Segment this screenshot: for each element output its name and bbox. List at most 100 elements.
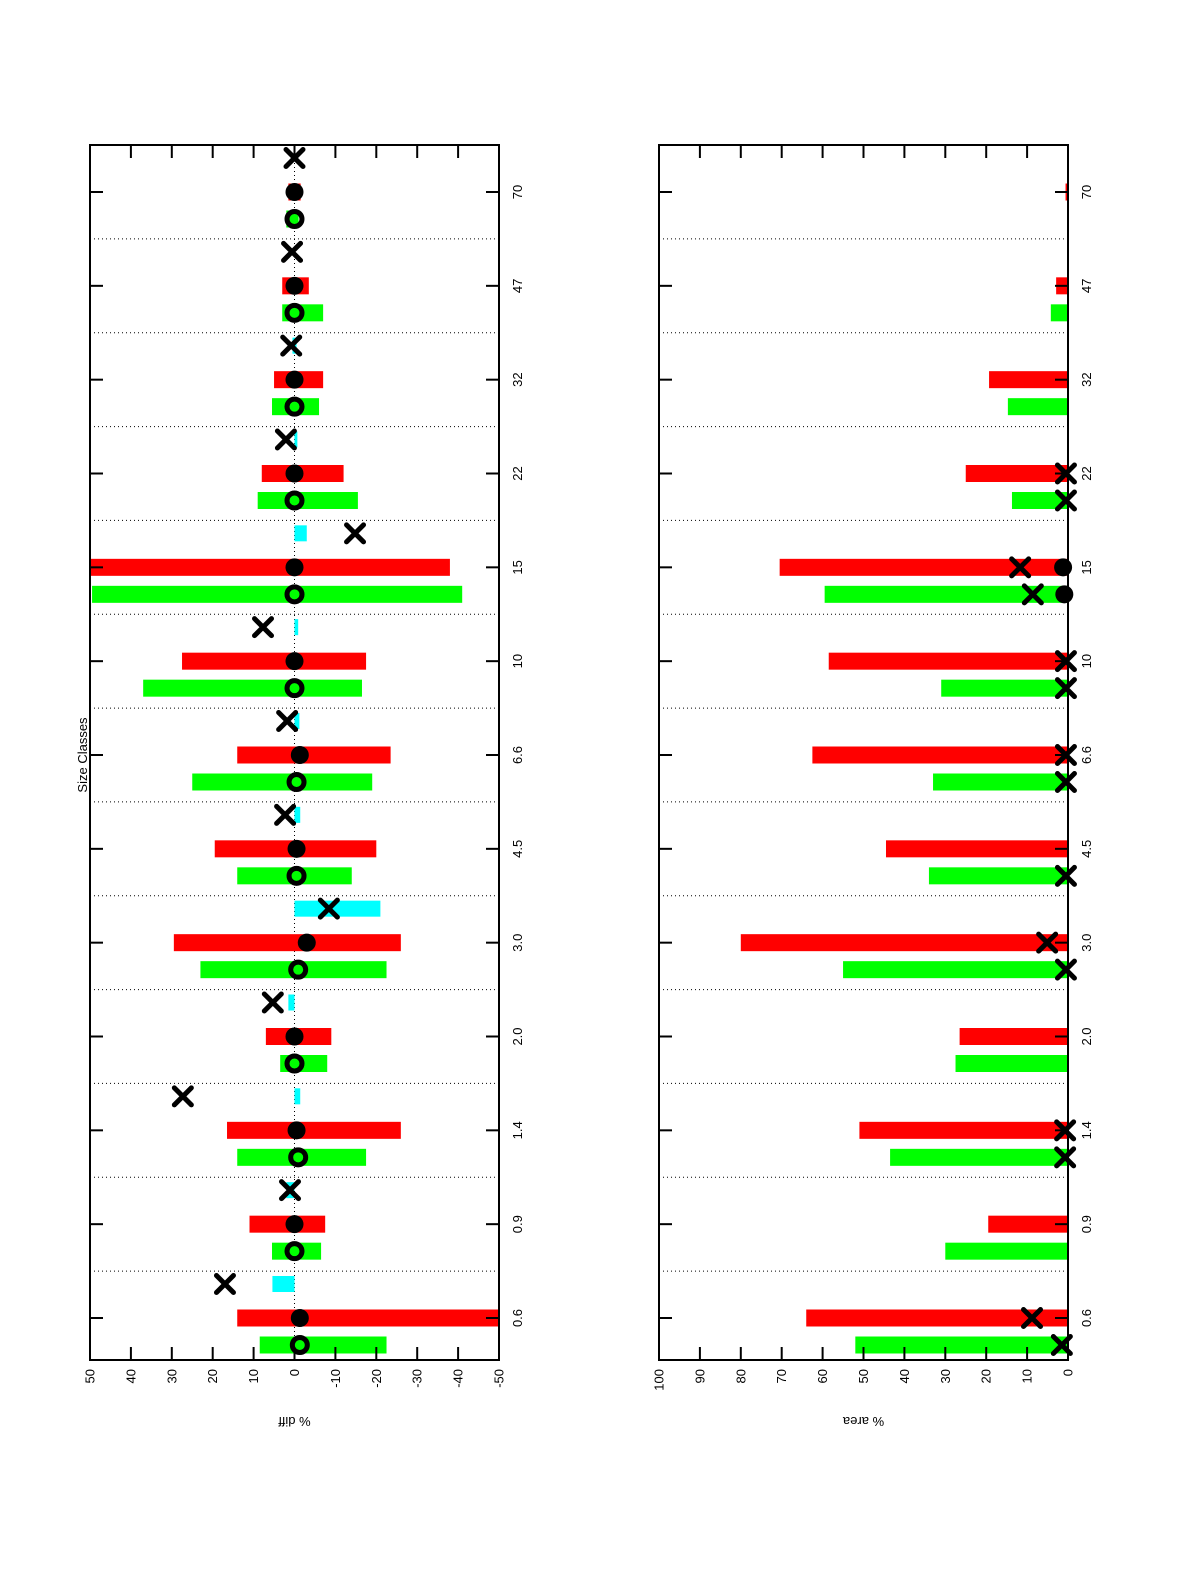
y-tick-label: 20 [979,1369,994,1383]
x-marker-icon [1054,864,1077,887]
x-marker-icon [274,803,297,826]
red-bar [859,1121,1068,1139]
red-bar [779,558,1069,576]
y-tick-label: 0 [1061,1369,1076,1376]
cyan-range-bar [288,994,295,1011]
red-bar [828,652,1068,670]
red-bar [965,465,1068,483]
y-tick-label: 10 [1020,1369,1035,1383]
open-circle-marker-icon [284,490,305,511]
filled-circle-marker-icon [287,839,306,858]
x-tick-label: 0.6 [1079,1309,1094,1327]
red-range-bar [237,746,391,764]
x-marker-icon [1054,958,1077,981]
green-range-bar [200,961,387,979]
x-marker-icon [283,147,306,170]
cyan-range-bar [294,900,381,917]
filled-circle-marker-icon [285,1215,304,1234]
x-tick-label: 10 [1079,654,1094,668]
green-bar [1011,492,1068,510]
open-circle-marker-icon [288,1147,309,1168]
open-circle-marker-icon [286,865,307,886]
red-bar [806,1309,1068,1327]
x-marker-icon [252,616,275,639]
x-marker-icon [276,710,299,733]
green-range-bar [257,492,358,510]
cyan-range-bar [294,806,301,823]
green-range-bar [237,867,352,885]
x-marker-icon [280,334,303,357]
x-tick-label: 70 [510,185,525,199]
x-tick-label: 1.4 [510,1121,525,1139]
red-bar [812,746,1068,764]
x-tick-label: 4.5 [510,840,525,858]
green-bar [824,585,1069,603]
green-bar [933,773,1069,791]
cyan-range-bar [294,431,298,448]
filled-circle-marker-icon [285,558,304,577]
x-marker-icon [213,1273,236,1295]
open-circle-marker-icon [284,396,305,417]
x-tick-label: 0.6 [510,1309,525,1327]
red-range-bar [237,1309,500,1327]
filled-circle-marker-icon [285,370,304,389]
red-range-bar [90,558,450,576]
x-marker-icon [1009,556,1032,579]
y-tick-label: 40 [123,1369,138,1383]
x-marker-icon [1054,677,1077,700]
cyan-range-bar [294,525,307,542]
x-tick-label: 3.0 [1079,934,1094,952]
x-tick-label: 10 [510,654,525,668]
y-tick-label: -50 [492,1369,507,1388]
filled-circle-marker-icon [1055,585,1074,604]
open-circle-marker-icon [284,302,305,323]
filled-circle-marker-icon [287,1121,306,1140]
x-tick-label: 6.6 [510,746,525,764]
green-bar [1007,398,1069,416]
red-range-bar [182,652,367,670]
y-tick-label: -20 [369,1369,384,1388]
filled-circle-marker-icon [290,746,309,765]
x-marker-icon [1021,1307,1044,1329]
x-marker-icon [1054,1146,1077,1169]
open-circle-marker-icon [284,1241,305,1262]
y-tick-label: 30 [164,1369,179,1383]
open-circle-marker-icon [289,1335,310,1355]
area-y-axis-label: % area [842,1414,884,1429]
filled-circle-marker-icon [297,933,316,952]
x-tick-label: 3.0 [510,934,525,952]
open-circle-marker-icon [284,678,305,699]
y-tick-label: 90 [692,1369,707,1383]
green-range-bar [237,1148,367,1166]
open-circle-marker-icon [286,772,307,793]
x-tick-label: 0.9 [510,1215,525,1233]
y-tick-label: 0 [287,1369,302,1376]
red-bar [988,1215,1068,1233]
x-tick-label: 4.5 [1079,840,1094,858]
y-tick-label: 60 [815,1369,830,1383]
y-tick-label: 20 [205,1369,220,1383]
x-tick-label: 22 [510,466,525,480]
open-circle-marker-icon [284,584,305,605]
y-tick-label: 70 [774,1369,789,1383]
figure-title: Size Classes [75,717,90,793]
green-range-bar [92,585,463,603]
cyan-range-bar [294,713,300,730]
x-tick-label: 2.0 [510,1027,525,1045]
green-bar [955,1055,1069,1073]
x-tick-label: 15 [1079,560,1094,574]
x-marker-icon [1036,931,1059,954]
x-tick-label: 47 [510,279,525,293]
cyan-range-bar [272,1276,295,1292]
red-bar [989,371,1068,389]
open-circle-marker-icon [284,209,305,230]
green-bar [1050,304,1069,322]
x-marker-icon [1021,583,1044,606]
green-bar [843,961,1068,979]
open-circle-marker-icon [284,1053,305,1074]
red-range-bar [227,1121,401,1139]
y-tick-label: 10 [246,1369,261,1383]
x-marker-icon [274,428,297,451]
